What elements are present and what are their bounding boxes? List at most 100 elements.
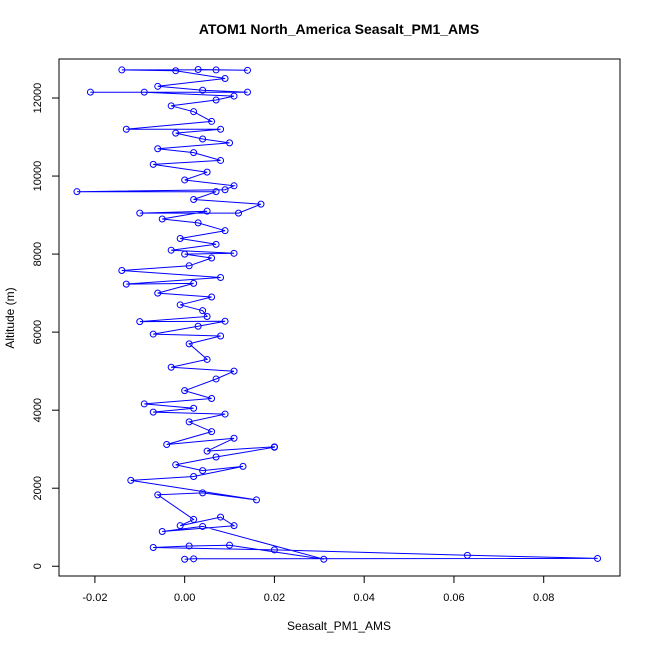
data-point [190,195,198,203]
y-tick-label: 4000 [32,398,44,422]
data-point [230,249,238,257]
data-point [208,254,216,262]
data-point [163,441,171,449]
data-point [149,544,157,552]
data-point [270,443,278,451]
data-point [136,318,144,326]
data-point [181,250,189,258]
data-point [149,408,157,416]
data-point [199,86,207,94]
y-axis: 0 2000 4000 6000 8000 10000 12000 [32,83,60,569]
y-tick-label: 10000 [32,161,44,192]
data-point [122,125,130,133]
data-point [270,546,278,554]
x-tick-label: 0.06 [443,592,464,604]
data-point [176,301,184,309]
data-point [181,176,189,184]
data-point [221,75,229,83]
data-point [212,96,220,104]
data-point [149,330,157,338]
data-point [463,551,471,559]
data-point [230,367,238,375]
data-point [208,428,216,436]
data-point [172,461,180,469]
x-tick-label: 0.00 [174,592,195,604]
y-tick-label: 6000 [32,320,44,344]
data-point [203,447,211,455]
data-point [190,555,198,563]
data-point [199,467,207,475]
data-point [217,125,225,133]
data-point [127,476,135,484]
data-point [158,528,166,536]
data-point [221,410,229,418]
data-point [208,394,216,402]
data-point [122,280,130,288]
data-point [221,186,229,194]
data-point [158,215,166,223]
y-axis-label: Altitude (m) [3,287,17,348]
data-point [243,66,251,74]
data-point [194,66,202,74]
data-point [252,496,260,504]
data-point [217,332,225,340]
x-tick-label: -0.02 [82,592,107,604]
data-point [212,453,220,461]
data-point [203,355,211,363]
data-point [185,340,193,348]
data-point [185,542,193,550]
data-point [190,404,198,412]
data-point [230,92,238,100]
data-point [221,227,229,235]
x-tick-label: 0.02 [264,592,285,604]
data-point [167,102,175,110]
data-point [239,462,247,470]
data-point [190,515,198,523]
data-point [217,513,225,521]
data-point [172,129,180,137]
data-point [154,145,162,153]
x-tick-label: 0.08 [533,592,554,604]
data-point [154,82,162,90]
data-point [203,207,211,215]
data-point [190,473,198,481]
data-point [243,88,251,96]
data-point [194,219,202,227]
data-point [217,274,225,282]
data-point [140,88,148,96]
y-tick-label: 2000 [32,476,44,500]
data-point [149,160,157,168]
y-tick-label: 12000 [32,83,44,114]
data-point [73,188,81,196]
data-point [199,307,207,315]
x-axis-label: Seasalt_PM1_AMS [287,619,391,633]
data-point [86,88,94,96]
data-point [230,522,238,530]
data-point [199,489,207,497]
data-point [118,66,126,74]
data-point [181,387,189,395]
data-point [136,209,144,217]
data-point [235,209,243,217]
data-point [185,418,193,426]
data-point [154,491,162,499]
data-point [176,522,184,530]
data-point [208,117,216,125]
data-point [154,289,162,297]
data-point [594,554,602,562]
data-point [230,182,238,190]
plot-frame [58,58,621,577]
data-point [167,246,175,254]
data-point [221,317,229,325]
data-point [190,108,198,116]
data-point [217,156,225,164]
chart-title: ATOM1 North_America Seasalt_PM1_AMS [199,21,479,37]
data-point [226,139,234,147]
data-point [176,234,184,242]
data-point [190,279,198,287]
data-point [257,200,265,208]
data-point [167,363,175,371]
series-line [76,69,598,560]
x-tick-label: 0.04 [353,592,374,604]
